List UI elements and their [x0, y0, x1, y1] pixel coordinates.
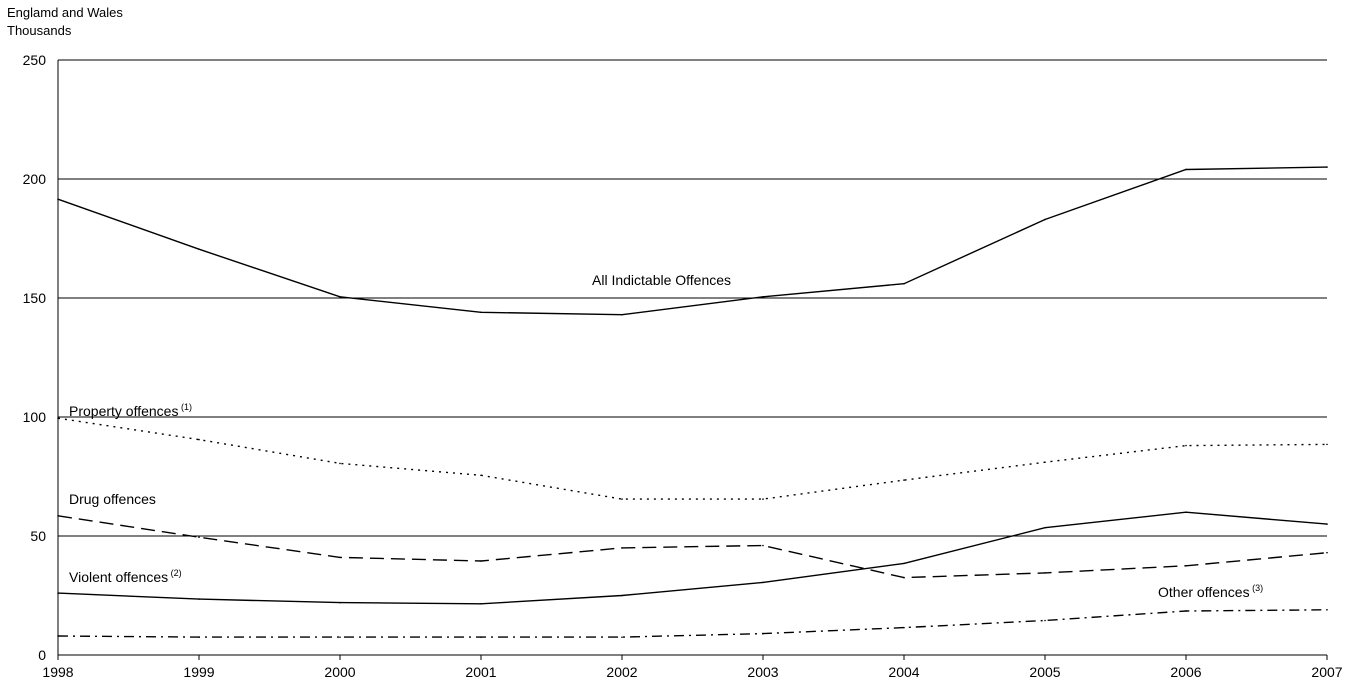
data-point: [198, 636, 200, 638]
data-point: [339, 601, 341, 604]
data-point: [903, 479, 905, 481]
x-tick-label: 2004: [888, 664, 919, 680]
y-tick-label: 250: [23, 52, 47, 68]
series-line-0: [57, 166, 1328, 316]
data-point: [903, 576, 905, 579]
data-point: [1326, 608, 1328, 611]
x-tick-label: 1999: [183, 664, 214, 680]
data-point: [1044, 572, 1046, 574]
y-tick-label: 200: [23, 171, 47, 187]
series-label: Property offences (1): [69, 402, 192, 419]
data-point: [1044, 619, 1046, 622]
data-point: [480, 560, 482, 562]
data-point: [198, 536, 200, 538]
x-tick-label: 2001: [465, 664, 496, 680]
data-point: [1185, 511, 1187, 513]
data-point: [1185, 168, 1187, 171]
y-tick-label: 0: [38, 647, 46, 663]
data-point: [762, 296, 764, 298]
data-point: [198, 248, 200, 251]
data-point: [621, 594, 623, 597]
x-tick-label: 2002: [606, 664, 637, 680]
data-point: [1326, 551, 1328, 554]
y-tick-label: 50: [30, 528, 46, 544]
series-label: Other offences (3): [1158, 583, 1263, 600]
data-point: [480, 311, 482, 314]
data-point: [57, 592, 59, 594]
data-point: [57, 198, 59, 201]
data-point: [762, 544, 764, 547]
data-point: [57, 635, 59, 637]
x-tick-label: 2000: [324, 664, 355, 680]
data-point: [621, 498, 623, 500]
data-point: [1044, 461, 1046, 464]
series-line-3: [57, 511, 1328, 605]
data-point: [480, 636, 482, 638]
data-point: [1185, 610, 1187, 612]
data-point: [762, 632, 764, 635]
data-point: [480, 603, 482, 605]
data-point: [198, 598, 200, 600]
data-point: [903, 562, 905, 565]
data-point: [339, 296, 341, 298]
series-line-4: [57, 609, 1328, 638]
data-point: [762, 498, 764, 500]
data-point: [903, 282, 905, 285]
data-point: [1326, 443, 1328, 446]
x-tick-label: 2007: [1311, 664, 1342, 680]
y-tick-label: 100: [23, 409, 47, 425]
data-point: [621, 636, 623, 638]
data-point: [339, 636, 341, 638]
data-point: [480, 474, 482, 477]
y-tick-label: 150: [23, 290, 47, 306]
units-label: Thousands: [7, 23, 72, 38]
data-point: [621, 547, 623, 549]
data-point: [621, 313, 623, 316]
series-label: Drug offences: [69, 491, 156, 507]
x-tick-label: 1998: [42, 664, 73, 680]
data-point: [762, 581, 764, 584]
data-point: [339, 462, 341, 465]
series-line-2: [57, 515, 1328, 579]
x-tick-label: 2006: [1170, 664, 1201, 680]
data-point: [57, 514, 59, 517]
series-label: All Indictable Offences: [592, 272, 731, 288]
series-line-1: [57, 417, 1328, 500]
region-label: Englamd and Wales: [7, 5, 123, 20]
data-point: [903, 626, 905, 629]
data-point: [1326, 166, 1328, 168]
data-point: [339, 556, 341, 559]
x-tick-label: 2005: [1029, 664, 1060, 680]
data-point: [1044, 218, 1046, 221]
data-point: [1326, 523, 1328, 525]
x-tick-label: 2003: [747, 664, 778, 680]
data-point: [1044, 526, 1046, 529]
data-point: [57, 417, 59, 419]
data-point: [1185, 564, 1187, 567]
data-point: [1185, 444, 1187, 447]
series-label: Violent offences (2): [69, 568, 182, 585]
data-point: [198, 438, 200, 441]
